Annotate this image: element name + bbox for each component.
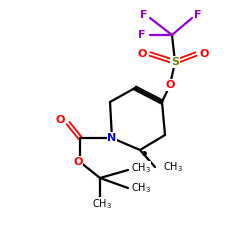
Text: F: F bbox=[194, 10, 202, 20]
Text: CH$_3$: CH$_3$ bbox=[131, 181, 151, 195]
Text: F: F bbox=[138, 30, 146, 40]
Text: CH$_3$: CH$_3$ bbox=[92, 197, 112, 211]
Text: O: O bbox=[73, 157, 83, 167]
Text: O: O bbox=[199, 49, 209, 59]
Text: F: F bbox=[140, 10, 148, 20]
Text: CH$_3$: CH$_3$ bbox=[163, 160, 183, 174]
Text: O: O bbox=[165, 80, 175, 90]
Text: O: O bbox=[55, 115, 65, 125]
Text: S: S bbox=[171, 57, 179, 67]
Text: O: O bbox=[137, 49, 147, 59]
Text: N: N bbox=[108, 133, 116, 143]
Text: CH$_3$: CH$_3$ bbox=[131, 161, 151, 175]
